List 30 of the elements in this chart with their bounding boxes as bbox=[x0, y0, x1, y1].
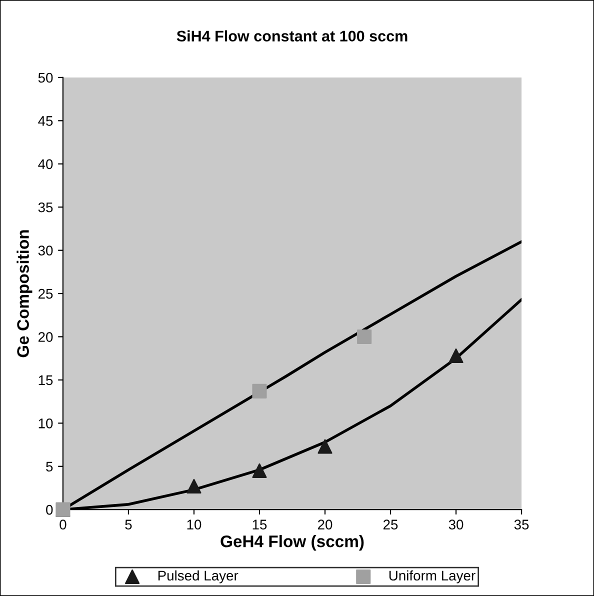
point bbox=[318, 439, 332, 454]
point bbox=[357, 329, 372, 344]
chart-title: SiH4 Flow constant at 100 sccm bbox=[176, 30, 408, 42]
point bbox=[252, 463, 267, 478]
legend-label: Pulsed Layer bbox=[158, 570, 238, 584]
point bbox=[252, 384, 267, 398]
y-tick-label: 20 bbox=[38, 332, 53, 342]
x-tick-label: 25 bbox=[383, 520, 398, 530]
x-tick-label: 30 bbox=[448, 520, 464, 530]
point bbox=[186, 478, 202, 494]
y-tick-label: 5 bbox=[46, 462, 53, 472]
y-tick-label: 30 bbox=[38, 246, 53, 256]
point bbox=[448, 348, 464, 364]
x-tick-label: 0 bbox=[60, 520, 66, 530]
y-tick-label: 15 bbox=[38, 375, 53, 386]
y-tick-label: 35 bbox=[38, 202, 53, 212]
x-tick-label: 20 bbox=[318, 520, 332, 530]
x-tick-label: 10 bbox=[187, 520, 202, 530]
y-tick-label: 10 bbox=[38, 418, 53, 428]
x-axis-title: GeH4 Flow (sccm) bbox=[220, 535, 364, 551]
y-axis-title: Ge Composition bbox=[16, 230, 32, 358]
x-tick-label: 5 bbox=[125, 520, 132, 530]
y-tick-label: 40 bbox=[38, 159, 53, 170]
y-tick-label: 25 bbox=[38, 288, 53, 299]
legend-label: Uniform Layer bbox=[389, 570, 476, 584]
y-tick-label: 50 bbox=[38, 72, 53, 83]
y-tick-label: 45 bbox=[38, 116, 53, 126]
y-tick-label: 0 bbox=[46, 504, 53, 515]
x-tick-label: 35 bbox=[514, 520, 529, 530]
x-tick-label: 15 bbox=[252, 520, 267, 530]
